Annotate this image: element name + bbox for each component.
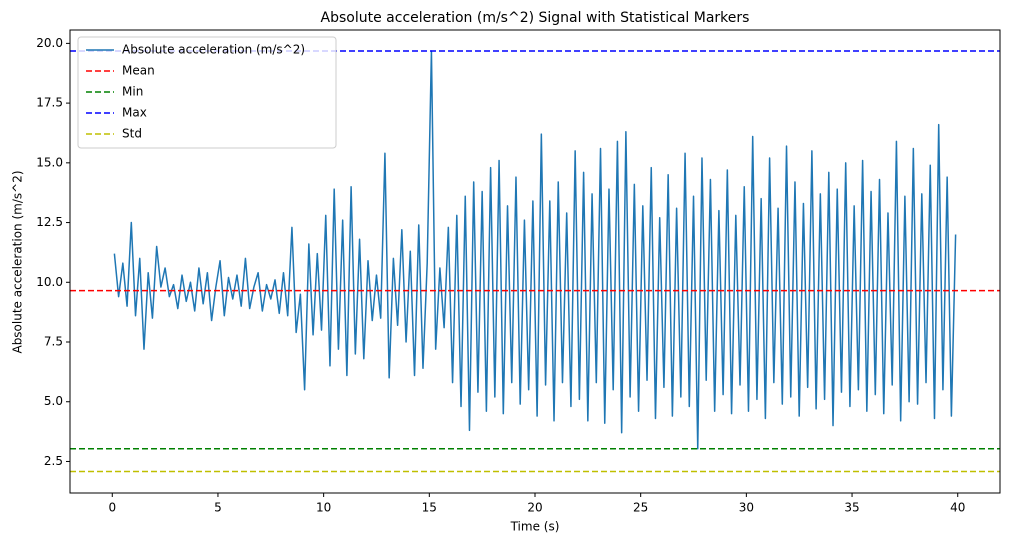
y-tick-label: 20.0 — [36, 36, 63, 50]
x-tick-label: 30 — [739, 501, 754, 515]
y-tick-label: 15.0 — [36, 155, 63, 169]
x-tick-label: 10 — [316, 501, 331, 515]
x-tick-label: 40 — [950, 501, 965, 515]
x-tick-label: 25 — [633, 501, 648, 515]
y-tick-label: 12.5 — [36, 215, 63, 229]
legend-label: Std — [122, 127, 142, 141]
legend-label: Min — [122, 85, 143, 99]
legend-label: Max — [122, 106, 147, 120]
signal-line — [113, 50, 957, 450]
y-tick-label: 10.0 — [36, 275, 63, 289]
y-tick-label: 5.0 — [44, 394, 63, 408]
y-axis-label: Absolute acceleration (m/s^2) — [11, 170, 25, 353]
x-tick-label: 0 — [108, 501, 116, 515]
x-tick-label: 15 — [422, 501, 437, 515]
legend-label: Absolute acceleration (m/s^2) — [122, 43, 305, 57]
plot-frame — [69, 29, 1001, 494]
y-tick-label: 2.5 — [44, 454, 63, 468]
y-tick-label: 17.5 — [36, 96, 63, 110]
x-axis-label: Time (s) — [510, 520, 560, 534]
y-tick-label: 7.5 — [44, 335, 63, 349]
x-tick-label: 20 — [527, 501, 542, 515]
legend-box — [77, 36, 337, 149]
x-tick-label: 35 — [844, 501, 859, 515]
chart-title: Absolute acceleration (m/s^2) Signal wit… — [321, 10, 750, 26]
x-tick-label: 5 — [214, 501, 222, 515]
legend-label: Mean — [122, 64, 155, 78]
